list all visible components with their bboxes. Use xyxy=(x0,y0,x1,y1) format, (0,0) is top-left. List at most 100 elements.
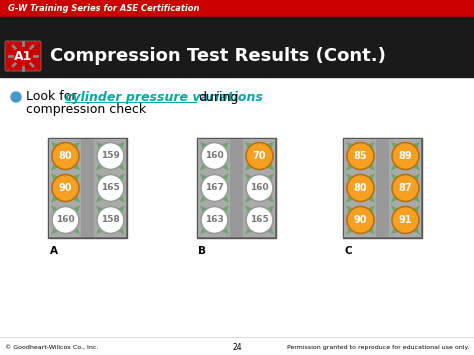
Text: Look for: Look for xyxy=(26,91,81,104)
Polygon shape xyxy=(405,156,420,170)
Polygon shape xyxy=(96,188,110,202)
Polygon shape xyxy=(96,174,110,188)
Polygon shape xyxy=(110,220,125,235)
Polygon shape xyxy=(259,174,274,188)
Polygon shape xyxy=(200,174,215,188)
Bar xyxy=(390,139,421,237)
Polygon shape xyxy=(259,188,274,202)
Circle shape xyxy=(201,207,228,234)
Polygon shape xyxy=(245,174,259,188)
Bar xyxy=(344,138,422,238)
Bar xyxy=(345,139,376,237)
Polygon shape xyxy=(259,220,274,235)
Circle shape xyxy=(52,175,79,202)
Bar xyxy=(244,139,275,237)
Text: 80: 80 xyxy=(59,151,73,161)
Polygon shape xyxy=(391,206,405,220)
Polygon shape xyxy=(259,206,274,220)
Polygon shape xyxy=(346,142,361,156)
Text: A1: A1 xyxy=(14,49,32,62)
Text: 90: 90 xyxy=(354,215,367,225)
Circle shape xyxy=(246,207,273,234)
Circle shape xyxy=(201,175,228,202)
Polygon shape xyxy=(215,174,229,188)
Polygon shape xyxy=(110,156,125,170)
Text: 89: 89 xyxy=(399,151,412,161)
Text: 80: 80 xyxy=(354,183,367,193)
Circle shape xyxy=(97,175,124,202)
Polygon shape xyxy=(110,206,125,220)
Polygon shape xyxy=(405,188,420,202)
Text: 91: 91 xyxy=(399,215,412,225)
Polygon shape xyxy=(245,142,259,156)
Polygon shape xyxy=(391,142,405,156)
Text: 90: 90 xyxy=(59,183,72,193)
FancyBboxPatch shape xyxy=(5,41,41,71)
Polygon shape xyxy=(215,206,229,220)
Text: 24: 24 xyxy=(232,343,242,351)
Polygon shape xyxy=(391,220,405,235)
Bar xyxy=(49,139,82,237)
Polygon shape xyxy=(96,142,110,156)
Circle shape xyxy=(97,207,124,234)
Circle shape xyxy=(392,142,419,169)
Polygon shape xyxy=(51,220,65,235)
Text: compression check: compression check xyxy=(26,104,146,116)
Text: 87: 87 xyxy=(399,183,412,193)
Polygon shape xyxy=(51,156,65,170)
Polygon shape xyxy=(65,174,80,188)
Polygon shape xyxy=(110,142,125,156)
Text: 163: 163 xyxy=(205,215,224,224)
Text: © Goodheart-Willcox Co., Inc.: © Goodheart-Willcox Co., Inc. xyxy=(5,344,99,350)
Polygon shape xyxy=(51,206,65,220)
Polygon shape xyxy=(51,142,65,156)
Polygon shape xyxy=(361,156,375,170)
Polygon shape xyxy=(391,188,405,202)
Circle shape xyxy=(52,207,79,234)
Text: 165: 165 xyxy=(250,215,269,224)
Text: 160: 160 xyxy=(250,184,269,192)
Polygon shape xyxy=(346,220,361,235)
Text: Compression Test Results (Cont.): Compression Test Results (Cont.) xyxy=(50,47,386,65)
Polygon shape xyxy=(200,206,215,220)
Circle shape xyxy=(246,175,273,202)
Text: C: C xyxy=(345,246,352,256)
Polygon shape xyxy=(361,174,375,188)
Text: cylinder pressure variations: cylinder pressure variations xyxy=(65,91,263,104)
Polygon shape xyxy=(215,156,229,170)
Polygon shape xyxy=(346,174,361,188)
Polygon shape xyxy=(245,206,259,220)
Circle shape xyxy=(392,207,419,234)
Polygon shape xyxy=(200,188,215,202)
Polygon shape xyxy=(200,142,215,156)
Polygon shape xyxy=(200,156,215,170)
Polygon shape xyxy=(405,142,420,156)
Text: 70: 70 xyxy=(253,151,266,161)
Circle shape xyxy=(392,175,419,202)
Circle shape xyxy=(201,142,228,169)
Polygon shape xyxy=(346,156,361,170)
Polygon shape xyxy=(361,188,375,202)
Text: during: during xyxy=(198,91,238,104)
Circle shape xyxy=(347,175,374,202)
Polygon shape xyxy=(405,174,420,188)
Circle shape xyxy=(347,142,374,169)
Text: Permission granted to reproduce for educational use only.: Permission granted to reproduce for educ… xyxy=(287,344,469,350)
Polygon shape xyxy=(110,188,125,202)
Circle shape xyxy=(11,92,21,102)
Polygon shape xyxy=(215,188,229,202)
Polygon shape xyxy=(215,220,229,235)
Bar xyxy=(199,139,230,237)
Bar xyxy=(0,17,474,77)
Text: B: B xyxy=(199,246,207,256)
Text: 159: 159 xyxy=(101,152,120,160)
Text: 158: 158 xyxy=(101,215,120,224)
Polygon shape xyxy=(361,206,375,220)
Text: 85: 85 xyxy=(354,151,367,161)
Bar xyxy=(230,139,244,237)
Text: 160: 160 xyxy=(205,152,224,160)
Polygon shape xyxy=(405,220,420,235)
Polygon shape xyxy=(65,142,80,156)
Polygon shape xyxy=(96,156,110,170)
Polygon shape xyxy=(346,206,361,220)
